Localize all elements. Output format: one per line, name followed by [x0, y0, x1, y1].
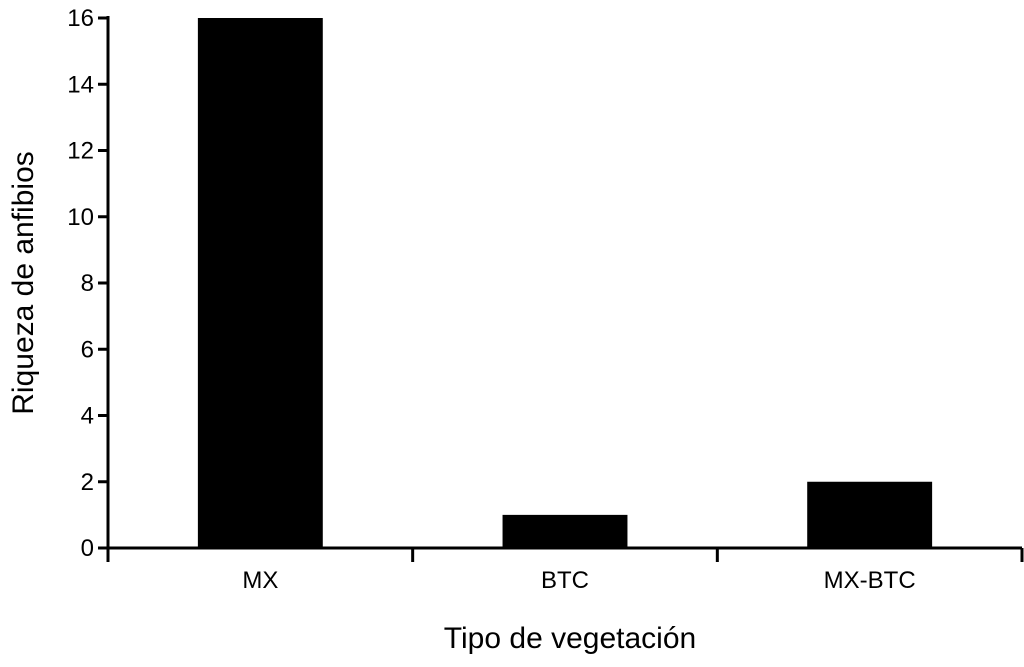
y-tick-label: 6 [81, 336, 94, 363]
x-axis-title: Tipo de vegetación [444, 622, 696, 655]
y-tick-label: 8 [81, 270, 94, 297]
x-axis: MX BTC MX-BTC [106, 546, 1024, 594]
bar-btc [502, 514, 628, 548]
y-tick-label: 10 [67, 204, 94, 231]
x-tick-label: BTC [541, 567, 589, 594]
y-tick-label: 2 [81, 469, 94, 496]
y-tick-label: 4 [81, 403, 94, 430]
x-tick-label: MX-BTC [824, 567, 916, 594]
bars [197, 18, 933, 548]
y-tick-label: 14 [67, 71, 94, 98]
y-axis: 0 2 4 6 8 10 12 14 16 [67, 5, 110, 562]
y-tick-label: 12 [67, 138, 94, 165]
y-tick-label: 0 [81, 535, 94, 562]
bar-mx-btc [807, 481, 933, 548]
x-tick-label: MX [242, 567, 278, 594]
y-tick-label: 16 [67, 5, 94, 32]
y-axis-title: Riqueza de anfibios [7, 151, 40, 415]
bar-mx [197, 18, 323, 548]
